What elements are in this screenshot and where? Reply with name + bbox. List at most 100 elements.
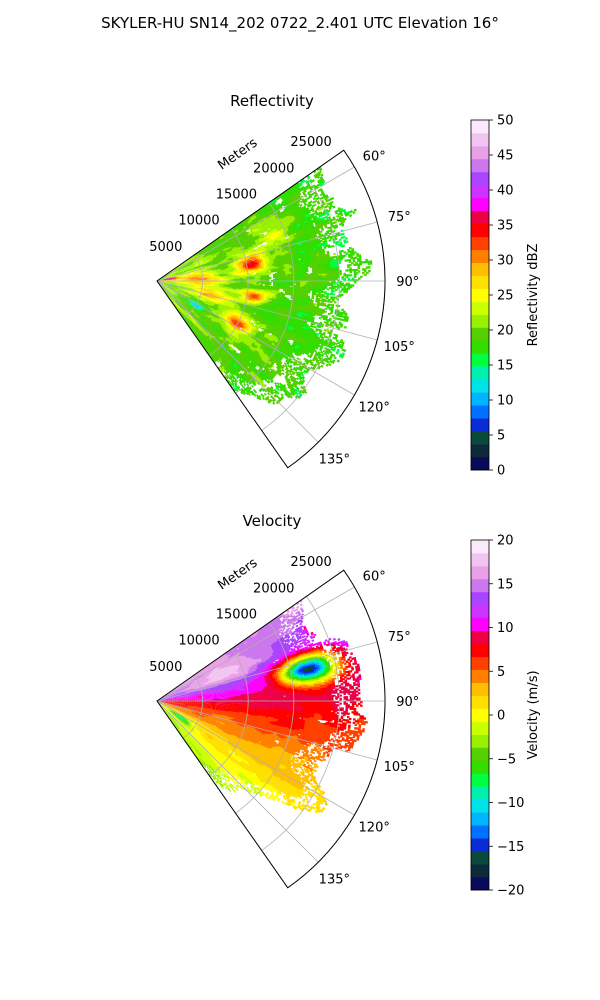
colorbar-swatch [471,708,489,722]
colorbar-swatch [471,392,489,406]
colorbar-swatch [471,565,489,580]
range-ring [261,176,340,431]
colorbar-tick-label: 50 [497,114,514,129]
colorbar-swatch [471,236,489,251]
colorbar-tick-label: 40 [497,184,514,199]
colorbar-swatch [471,695,489,709]
colorbar-swatch [471,262,489,276]
azimuth-tick-label: 90° [396,275,419,290]
colorbar-label: Velocity (m/s) [526,670,541,759]
radial-tick-label: 20000 [253,581,294,596]
azimuth-tick-label: 75° [388,630,411,645]
panel-title: Velocity [243,512,302,530]
range-ring [209,228,249,357]
colorbar-swatch [471,630,489,645]
azimuth-tick-label: 105° [384,760,415,775]
colorbar-tick-label: 0 [497,709,505,724]
colorbar-tick-label: 45 [497,149,514,164]
colorbar-swatch [471,314,489,328]
colorbar-tick-label: 30 [497,254,514,269]
range-ring [235,622,295,814]
colorbar-swatch [471,656,489,671]
colorbar-swatch [471,444,489,458]
colorbar-swatch [471,223,489,238]
panel-title: Reflectivity [230,92,314,110]
reflectivity-field [157,166,373,405]
colorbar-swatch [471,760,489,774]
colorbar-swatch [471,669,489,683]
colorbar-tick-label: 15 [497,577,514,592]
colorbar-swatch [471,249,489,263]
azimuth-tick-label: 105° [384,340,415,355]
colorbar-swatch [471,682,489,696]
colorbar-swatch [471,353,489,367]
azimuth-tick-label: 60° [363,150,386,165]
colorbar-swatch [471,340,489,354]
radial-tick-label: 25000 [290,555,331,570]
radial-tick-label: 15000 [216,608,257,623]
azimuth-tick-label: 75° [388,210,411,225]
colorbar-swatch [471,120,489,134]
radial-tick-label: 10000 [178,634,219,649]
colorbar: −20 −15 −10 −5 0 5 10 15 20 Velocity (m/s) [470,534,541,899]
colorbar-tick-label: 35 [497,219,514,234]
azimuth-spoke [156,700,378,761]
colorbar-swatch [471,405,489,419]
colorbar-swatch [471,786,489,800]
colorbar-swatch [471,812,489,826]
colorbar-swatch [471,604,489,619]
radial-tick-label: 5000 [149,240,182,255]
colorbar-tick-label: −15 [497,840,524,855]
colorbar-tick-label: −10 [497,796,524,811]
radial-tick-label: 5000 [149,660,182,675]
azimuth-tick-label: 120° [359,400,390,415]
colorbar-tick-label: 15 [497,359,514,374]
colorbar-swatch [471,457,489,471]
radial-tick-label: 15000 [216,188,257,203]
colorbar-swatch [471,747,489,761]
sector-frame [156,149,386,469]
azimuth-spoke [156,221,378,282]
colorbar-swatch [471,864,489,878]
colorbar-swatch [471,617,489,632]
colorbar-label: Reflectivity dBZ [526,244,541,347]
azimuth-spoke [156,166,355,282]
reflectivity-panel: Reflectivity500010000150002000025000Mete… [149,92,541,479]
colorbar-swatch [471,799,489,813]
colorbar-swatch [471,540,489,554]
colorbar-tick-label: 5 [497,429,505,444]
azimuth-tick-label: 135° [319,872,350,887]
colorbar-swatch [471,773,489,787]
colorbar-swatch [471,275,489,289]
colorbar-swatch [471,877,489,891]
azimuth-spoke [156,586,355,702]
colorbar-swatch [471,171,489,186]
sector-frame [156,569,386,889]
azimuth-spoke [156,700,319,863]
colorbar-swatch [471,327,489,341]
colorbar-swatch [471,366,489,380]
colorbar-swatch [471,734,489,748]
colorbar-tick-label: −20 [497,884,524,899]
figure-title: SKYLER-HU SN14_202 0722_2.401 UTC Elevat… [0,14,600,32]
azimuth-tick-label: 120° [359,820,390,835]
colorbar-swatch [471,825,489,839]
azimuth-spoke [156,700,355,816]
colorbar-tick-label: 25 [497,289,514,304]
colorbar-swatch [471,591,489,606]
colorbar-swatch [471,721,489,735]
radial-tick-label: 10000 [178,214,219,229]
colorbar-swatch [471,145,489,160]
colorbar-swatch [471,379,489,393]
azimuth-spoke [156,641,378,702]
colorbar-tick-label: 10 [497,621,514,636]
colorbar-swatch [471,838,489,852]
colorbar-swatch [471,132,489,147]
radial-tick-label: 25000 [290,135,331,150]
colorbar-tick-label: 5 [497,665,505,680]
colorbar-swatch [471,158,489,173]
colorbar-swatch [471,184,489,199]
azimuth-tick-label: 90° [396,695,419,710]
